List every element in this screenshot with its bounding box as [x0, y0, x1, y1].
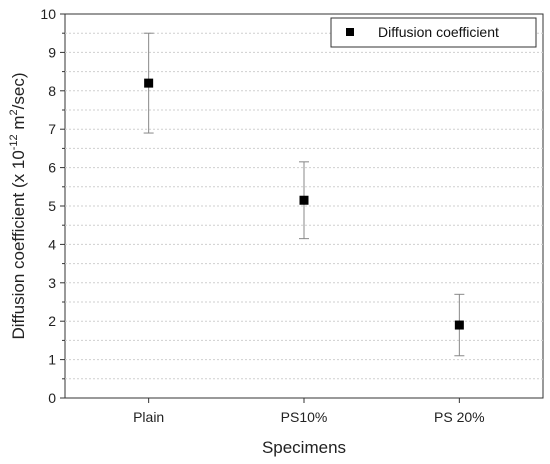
x-axis-title: Specimens: [262, 438, 346, 457]
data-point: [454, 320, 464, 330]
y-tick-label: 8: [48, 83, 56, 99]
y-tick-label: 10: [40, 6, 56, 22]
legend: Diffusion coefficient: [330, 17, 537, 48]
y-axis-title-exp2: 2: [8, 109, 20, 115]
legend-label: Diffusion coefficient: [378, 24, 499, 40]
y-axis-title-mid: m: [9, 115, 28, 134]
y-ticks: 0 1 2 3 4 5 6 7 8 9 10: [40, 6, 65, 406]
legend-marker: [346, 28, 354, 36]
y-tick-label: 6: [48, 160, 56, 176]
y-tick-label: 4: [48, 236, 56, 252]
y-axis-title-main: Diffusion coefficient (x 10: [9, 150, 28, 339]
y-tick-label: 1: [48, 352, 56, 368]
x-tick-label: PS10%: [281, 409, 328, 425]
y-tick-label: 3: [48, 275, 56, 291]
y-tick-label: 0: [48, 390, 56, 406]
y-tick-label: 9: [48, 44, 56, 60]
y-tick-label: 2: [48, 313, 56, 329]
x-tick-label: PS 20%: [434, 409, 485, 425]
y-axis-title-exp1: -12: [8, 134, 20, 150]
y-axis-title: Diffusion coefficient (x 10-12 m2/sec): [8, 72, 28, 339]
y-tick-label: 7: [48, 121, 56, 137]
y-tick-label: 5: [48, 198, 56, 214]
data-point: [299, 195, 309, 205]
x-ticks: Plain PS10% PS 20%: [133, 398, 485, 425]
legend-box: [330, 17, 537, 48]
y-axis-title-end: /sec): [9, 72, 28, 109]
data-point: [144, 78, 154, 88]
x-tick-label: Plain: [133, 409, 164, 425]
data-markers: [144, 78, 464, 330]
